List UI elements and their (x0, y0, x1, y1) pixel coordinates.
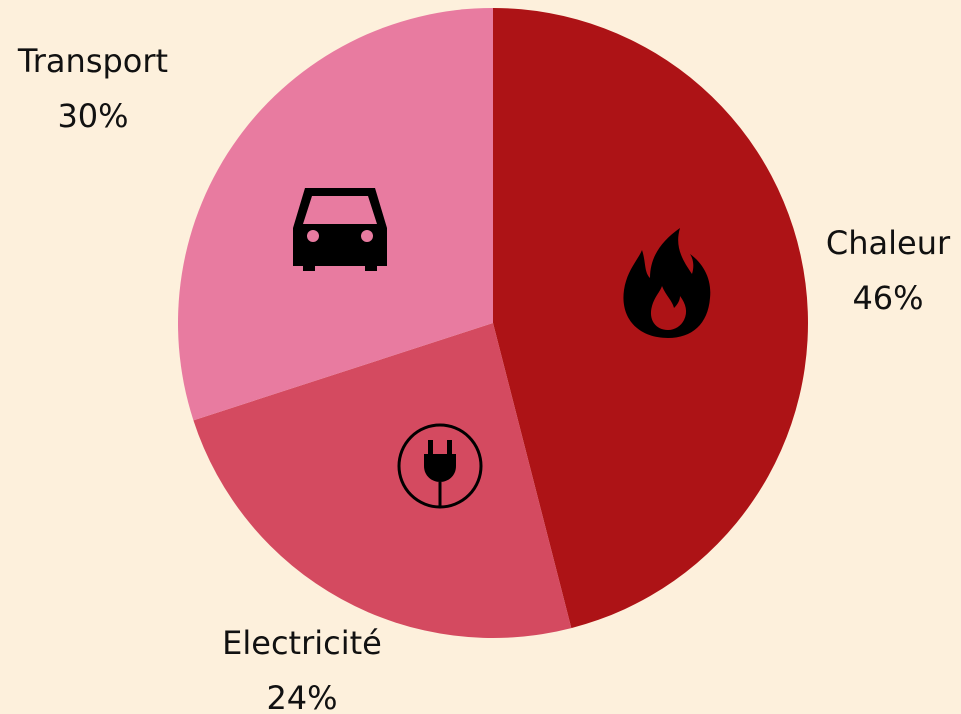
slice-label: Chaleur (826, 224, 951, 262)
slices (177, 8, 809, 639)
slice-label: Electricité (222, 624, 382, 662)
icons (293, 188, 711, 509)
slice-value: 30% (57, 97, 128, 135)
fire-icon (623, 228, 711, 338)
car-icon (293, 188, 387, 271)
slice-value: 24% (266, 679, 337, 714)
slice-value: 46% (852, 279, 923, 317)
pie-slice (193, 323, 572, 639)
slice-label: Transport (17, 42, 168, 80)
plug-icon (397, 423, 483, 509)
pie-slice (177, 8, 493, 421)
